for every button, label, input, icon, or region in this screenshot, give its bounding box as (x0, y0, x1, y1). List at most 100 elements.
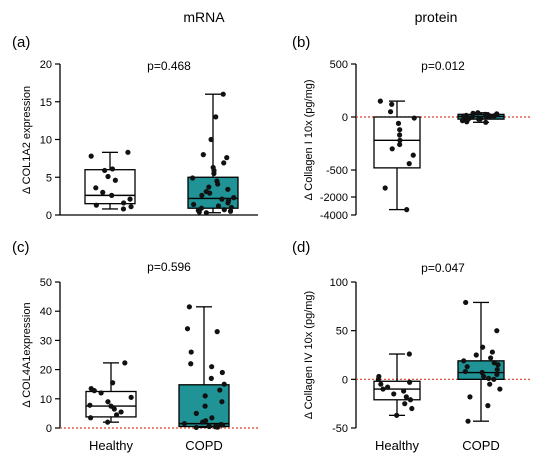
data-point (208, 375, 214, 381)
data-point (224, 155, 230, 161)
panel-d: (d) p=0.047 Δ Collagen IV 10x (pg/mg) -50 0 5… (292, 239, 530, 453)
data-point (213, 114, 219, 120)
data-point (112, 177, 118, 183)
data-point (475, 110, 481, 116)
data-point (377, 98, 383, 104)
data-point (221, 381, 227, 387)
panel-a: (a) p=0.468 Δ COL1A2 expression 0 5 10 15 20 (12, 34, 258, 222)
data-point (487, 381, 493, 387)
p-value: p=0.012 (421, 59, 465, 73)
y-tick-label: -4000 (320, 210, 348, 222)
data-point (494, 371, 500, 378)
data-point (113, 412, 120, 418)
data-point (406, 161, 412, 167)
data-point (225, 186, 231, 192)
data-point (495, 362, 501, 368)
data-point (193, 410, 199, 416)
data-point (397, 132, 403, 138)
data-point (473, 352, 479, 358)
data-point (110, 380, 116, 386)
y-tick-label: 0 (342, 112, 348, 124)
y-tick-label: 100 (330, 277, 348, 289)
data-point (221, 207, 227, 213)
data-point (494, 328, 500, 334)
data-point (105, 173, 111, 180)
y-tick-label: -50 (332, 423, 348, 435)
chart-panels: (a) p=0.468 Δ COL1A2 expression 0 5 10 15 20 (b)… (12, 34, 530, 453)
data-point (209, 364, 215, 370)
data-point (100, 189, 106, 195)
x-tick-label: Healthy (89, 438, 134, 453)
data-point (199, 192, 205, 198)
box-healthy (84, 149, 136, 212)
data-point (88, 153, 94, 159)
data-point (488, 355, 494, 361)
data-point (186, 304, 192, 310)
data-point (125, 149, 131, 155)
data-point (211, 170, 217, 177)
panel-b: (b) p=0.012 Δ Collagen I 10x (pg/mg) 500 0 -5… (292, 34, 530, 222)
data-point (128, 204, 134, 210)
panel-label: (b) (292, 34, 310, 51)
data-point (485, 403, 491, 409)
y-axis-label: Δ COL1A2 expression (21, 86, 33, 194)
data-point (105, 399, 111, 405)
data-point (220, 91, 226, 97)
data-point (122, 360, 128, 366)
data-point (483, 119, 489, 125)
data-point (219, 196, 225, 202)
data-point (206, 184, 212, 190)
data-point (109, 192, 115, 198)
data-point (188, 361, 194, 367)
data-point (128, 394, 134, 400)
data-point (87, 415, 94, 421)
data-point (465, 418, 471, 424)
data-point (489, 349, 495, 355)
data-point (207, 190, 213, 196)
data-point (208, 136, 214, 143)
data-point (397, 141, 403, 148)
data-point (394, 412, 400, 418)
y-tick-label: 40 (40, 306, 52, 318)
data-point (215, 203, 222, 209)
y-tick-label: 0 (342, 374, 348, 386)
panel-label: (c) (12, 239, 30, 256)
data-point (120, 206, 127, 212)
y-axis-label: Δ COL4A1expression (21, 302, 33, 407)
panel-label: (d) (292, 239, 310, 256)
y-tick-label: 20 (40, 365, 52, 377)
data-point (483, 114, 489, 120)
data-point (200, 152, 206, 158)
data-point (406, 351, 412, 357)
data-point (407, 379, 413, 385)
data-point (111, 406, 117, 412)
y-axis-label: Δ Collagen IV 10x (pg/mg) (303, 291, 315, 419)
y-tick-label: -500 (326, 165, 348, 177)
p-value: p=0.047 (421, 261, 465, 275)
data-point (214, 329, 220, 335)
data-point (193, 424, 199, 431)
data-point (476, 116, 482, 122)
data-point (410, 152, 416, 158)
data-point (459, 118, 466, 124)
y-tick-label: 0 (46, 210, 52, 222)
data-point (382, 185, 388, 191)
data-point (375, 376, 381, 382)
data-point (214, 424, 221, 430)
data-point (93, 202, 99, 208)
box-copd (178, 304, 230, 431)
box-iqr (84, 169, 136, 205)
data-point (462, 368, 468, 375)
panel-label: (a) (12, 34, 30, 51)
data-point (227, 208, 234, 214)
y-tick-label: 50 (336, 326, 348, 338)
column-header-protein: protein (415, 9, 458, 25)
data-point (387, 109, 394, 115)
data-point (206, 423, 212, 430)
panel-c: (c) p=0.596 Δ COL4A1expression 0 10 20 30 40 50 H… (12, 239, 258, 453)
data-point (190, 201, 197, 208)
box-healthy (85, 360, 137, 425)
data-point (385, 384, 391, 390)
data-point (491, 113, 498, 119)
data-point (403, 394, 409, 400)
